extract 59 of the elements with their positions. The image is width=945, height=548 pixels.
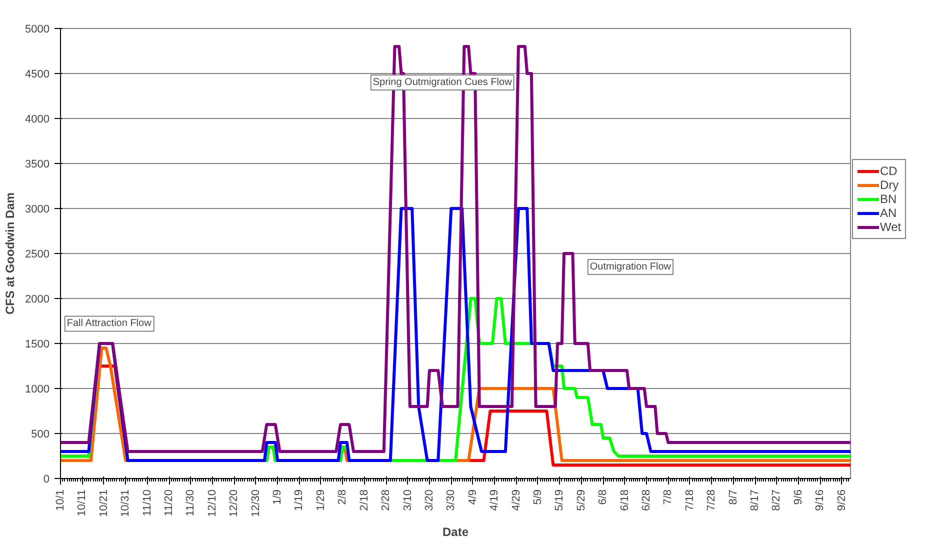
x-tick-label: 3/10 — [402, 489, 414, 511]
y-tick-label: 0 — [43, 474, 50, 486]
x-tick-label: 10/21 — [98, 489, 110, 518]
x-tick-label: 6/28 — [640, 489, 652, 511]
x-tick-label: 4/19 — [488, 489, 501, 511]
y-tick-label: 4000 — [25, 114, 50, 126]
x-tick-label: 8/7 — [727, 489, 740, 505]
x-axis-title: Date — [442, 525, 469, 540]
x-tick-label: 5/9 — [532, 489, 544, 505]
x-tick-label: 1/19 — [293, 489, 306, 511]
x-tick-label: 9/6 — [792, 489, 804, 505]
y-tick-label: 4500 — [25, 68, 50, 80]
y-tick-label: 1500 — [25, 338, 50, 350]
y-tick-label: 3000 — [25, 204, 50, 216]
x-tick-label: 10/11 — [76, 489, 88, 516]
legend-label: CD — [880, 164, 898, 178]
x-tick-label: 2/8 — [336, 489, 349, 505]
legend-label: Wet — [880, 220, 902, 234]
x-tick-label: 6/18 — [618, 489, 631, 511]
x-tick-label: 11/30 — [184, 489, 197, 516]
x-tick-label: 2/28 — [380, 489, 392, 511]
y-tick-label: 5000 — [25, 24, 50, 36]
legend-label: AN — [880, 206, 898, 220]
x-tick-label: 9/26 — [836, 489, 848, 511]
x-tick-label: 7/28 — [706, 489, 718, 511]
legend-label: Dry — [880, 178, 900, 192]
line-series — [60, 45, 850, 453]
annotation: Fall Attraction Flow — [66, 318, 152, 330]
x-tick-label: 9/16 — [814, 489, 826, 511]
x-tick-label: 3/20 — [423, 489, 436, 511]
x-tick-label: 10/31 — [120, 489, 132, 518]
x-tick-label: 12/30 — [250, 489, 262, 518]
x-tick-label: 7/18 — [684, 489, 696, 511]
legend-label: BN — [880, 192, 898, 206]
x-tick-label: 7/8 — [662, 489, 674, 505]
x-tick-label: 5/19 — [554, 489, 566, 511]
x-tick-label: 8/17 — [749, 489, 762, 511]
x-tick-label: 3/30 — [445, 489, 458, 511]
y-tick-label: 2500 — [25, 248, 50, 260]
x-tick-label: 4/29 — [510, 489, 522, 511]
x-tick-label: 11/10 — [141, 489, 154, 516]
x-tick-label: 12/10 — [206, 489, 218, 518]
y-tick-label: 1000 — [25, 384, 50, 396]
x-tick-label: 6/8 — [597, 489, 610, 505]
annotation: Outmigration Flow — [590, 262, 672, 272]
x-tick-label: 2/18 — [358, 489, 370, 511]
x-tick-label: 4/9 — [466, 489, 479, 505]
x-tick-label: 10/1 — [54, 489, 66, 511]
x-tick-label: 1/29 — [314, 489, 327, 511]
y-tick-label: 2000 — [25, 294, 50, 306]
y-tick-label: 3500 — [25, 158, 50, 170]
x-tick-label: 5/29 — [575, 489, 588, 511]
x-tick-label: 11/20 — [163, 489, 176, 516]
x-tick-label: 12/20 — [228, 489, 240, 518]
x-tick-label: 8/27 — [770, 489, 783, 511]
y-axis-title: CFS at Goodwin Dam — [3, 192, 18, 314]
y-tick-label: 500 — [31, 428, 50, 440]
x-tick-label: 1/9 — [272, 489, 284, 505]
annotation: Spring Outmigration Cues Flow — [372, 77, 513, 88]
